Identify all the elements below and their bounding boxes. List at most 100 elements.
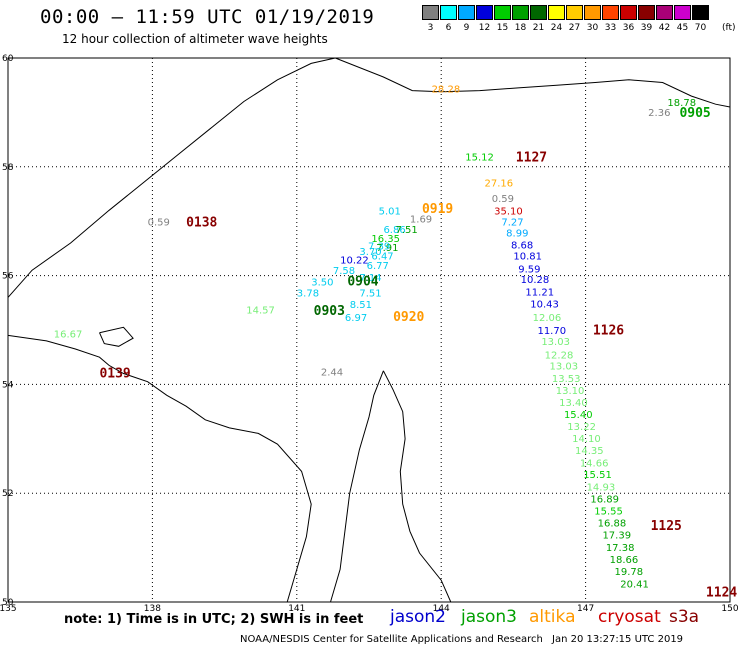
wave-height-value: 13.40 bbox=[559, 398, 588, 409]
wave-height-value: 28.28 bbox=[432, 84, 461, 95]
wave-height-value: 7.51 bbox=[395, 225, 417, 236]
pass-time-label: 0903 bbox=[314, 304, 345, 319]
latitude-tick-label: 56 bbox=[2, 272, 14, 282]
scale-label: 15 bbox=[496, 23, 509, 33]
wave-height-value: 15.12 bbox=[465, 152, 494, 163]
pass-time-label: 0139 bbox=[99, 366, 130, 381]
wave-height-value: 7.14 bbox=[359, 273, 381, 284]
satellite-jason2: jason2 bbox=[390, 607, 446, 627]
wave-height-value: 18.78 bbox=[667, 98, 696, 109]
map-subtitle: 12 hour collection of altimeter wave hei… bbox=[62, 32, 328, 46]
wave-height-value: 7.58 bbox=[333, 266, 355, 277]
scale-swatch bbox=[440, 5, 457, 20]
wave-height-value: 6.86 bbox=[383, 225, 405, 236]
pass-time-label: 1127 bbox=[516, 150, 547, 165]
scale-label: 27 bbox=[568, 23, 581, 33]
pass-time-label: 0905 bbox=[679, 106, 710, 121]
satellite-jason3: jason3 bbox=[461, 607, 517, 627]
wave-height-value: 13.03 bbox=[541, 337, 570, 348]
shantar-islands bbox=[99, 326, 134, 347]
wave-height-value: 3.78 bbox=[297, 288, 319, 299]
scale-label: 70 bbox=[694, 23, 707, 33]
pass-time-label: 0920 bbox=[393, 310, 424, 325]
wave-height-value: 27.16 bbox=[485, 178, 514, 189]
wave-height-value: 16.67 bbox=[54, 330, 83, 341]
wave-height-value: 6.97 bbox=[345, 313, 367, 324]
longitude-tick-label: 135 bbox=[0, 604, 17, 614]
pass-time-label: 0138 bbox=[186, 216, 217, 231]
scale-swatch bbox=[476, 5, 493, 20]
scale-swatch bbox=[548, 5, 565, 20]
wave-height-value: 11.21 bbox=[525, 288, 554, 299]
map-frame bbox=[7, 57, 731, 603]
coastline bbox=[7, 57, 731, 603]
wave-height-value: 16.89 bbox=[590, 494, 619, 505]
satellite-cryosat: cryosat bbox=[598, 607, 661, 627]
footer-note: note: 1) Time is in UTC; 2) SWH is in fe… bbox=[64, 612, 364, 627]
wave-height-value: 17.39 bbox=[602, 530, 631, 541]
wave-height-value: 10.43 bbox=[530, 300, 559, 311]
pass-time-label: 1126 bbox=[593, 323, 624, 338]
wave-height-value: 8.99 bbox=[506, 228, 528, 239]
wave-height-value: 19.78 bbox=[614, 567, 643, 578]
scale-unit-label: (ft) bbox=[722, 23, 736, 33]
scale-swatch bbox=[566, 5, 583, 20]
generation-timestamp: Jan 20 13:27:15 UTC 2019 bbox=[552, 634, 684, 645]
wave-height-value: 10.81 bbox=[513, 251, 542, 262]
wave-height-value: 15.51 bbox=[583, 470, 612, 481]
wave-height-value: 9.59 bbox=[518, 264, 540, 275]
wave-height-value: 1.69 bbox=[410, 214, 432, 225]
scale-swatch bbox=[458, 5, 475, 20]
sakhalin-east-coast bbox=[382, 370, 452, 603]
pass-time-label: 0919 bbox=[422, 202, 453, 217]
wave-height-value: 0.59 bbox=[492, 194, 514, 205]
scale-label: 45 bbox=[676, 23, 689, 33]
longitude-tick-label: 144 bbox=[433, 604, 450, 614]
scale-label: 6 bbox=[445, 23, 452, 33]
wave-height-value: 17.38 bbox=[606, 543, 635, 554]
wave-height-value: 13.03 bbox=[550, 362, 579, 373]
satellite-s3a: s3a bbox=[669, 607, 700, 627]
scale-label: 9 bbox=[463, 23, 470, 33]
wave-height-value: 2.44 bbox=[321, 368, 343, 379]
latitude-tick-label: 60 bbox=[2, 54, 14, 64]
wave-height-values: 28.28 18.782.36 15.12 27.16 0.59 35.107.278.9… bbox=[54, 84, 696, 590]
coastline-north bbox=[335, 57, 731, 108]
latitude-labels: 60 58 56 54 52 50 bbox=[2, 54, 14, 608]
longitude-labels: 135 138 141 144 147 150 bbox=[0, 604, 739, 614]
scale-label: 30 bbox=[586, 23, 599, 33]
scale-label: 24 bbox=[550, 23, 563, 33]
wave-height-value: 16.88 bbox=[598, 518, 627, 529]
scale-swatch bbox=[656, 5, 673, 20]
scale-swatch bbox=[692, 5, 709, 20]
wave-height-value: 7.39 bbox=[368, 241, 390, 252]
wave-height-value: 20.41 bbox=[620, 579, 649, 590]
wave-height-value: 14.57 bbox=[246, 306, 275, 317]
pass-time-label: 0904 bbox=[347, 274, 378, 289]
longitude-tick-label: 150 bbox=[721, 604, 738, 614]
wave-height-value: 12.28 bbox=[545, 350, 574, 361]
scale-swatch bbox=[674, 5, 691, 20]
wave-height-value: 3.70 bbox=[359, 247, 381, 258]
latitude-tick-label: 50 bbox=[2, 598, 14, 608]
wave-height-value: 11.70 bbox=[537, 326, 566, 337]
scale-swatch bbox=[620, 5, 637, 20]
pass-time-label: 1125 bbox=[651, 519, 682, 534]
scale-swatch bbox=[422, 5, 439, 20]
scale-label: 12 bbox=[478, 23, 491, 33]
scale-label: 21 bbox=[532, 23, 545, 33]
wave-height-value: 14.35 bbox=[575, 446, 604, 457]
wave-height-value: 18.66 bbox=[610, 555, 639, 566]
wave-height-value: 3.50 bbox=[311, 277, 333, 288]
scale-swatch bbox=[602, 5, 619, 20]
scale-swatch bbox=[584, 5, 601, 20]
scale-swatch bbox=[494, 5, 511, 20]
credit-line: NOAA/NESDIS Center for Satellite Applica… bbox=[240, 634, 543, 645]
latitude-tick-label: 52 bbox=[2, 489, 13, 499]
wave-height-value: 6.47 bbox=[371, 251, 393, 262]
wave-height-value: 8.51 bbox=[350, 300, 372, 311]
latitude-tick-label: 54 bbox=[2, 380, 14, 390]
scale-swatch bbox=[530, 5, 547, 20]
longitude-tick-label: 138 bbox=[144, 604, 161, 614]
